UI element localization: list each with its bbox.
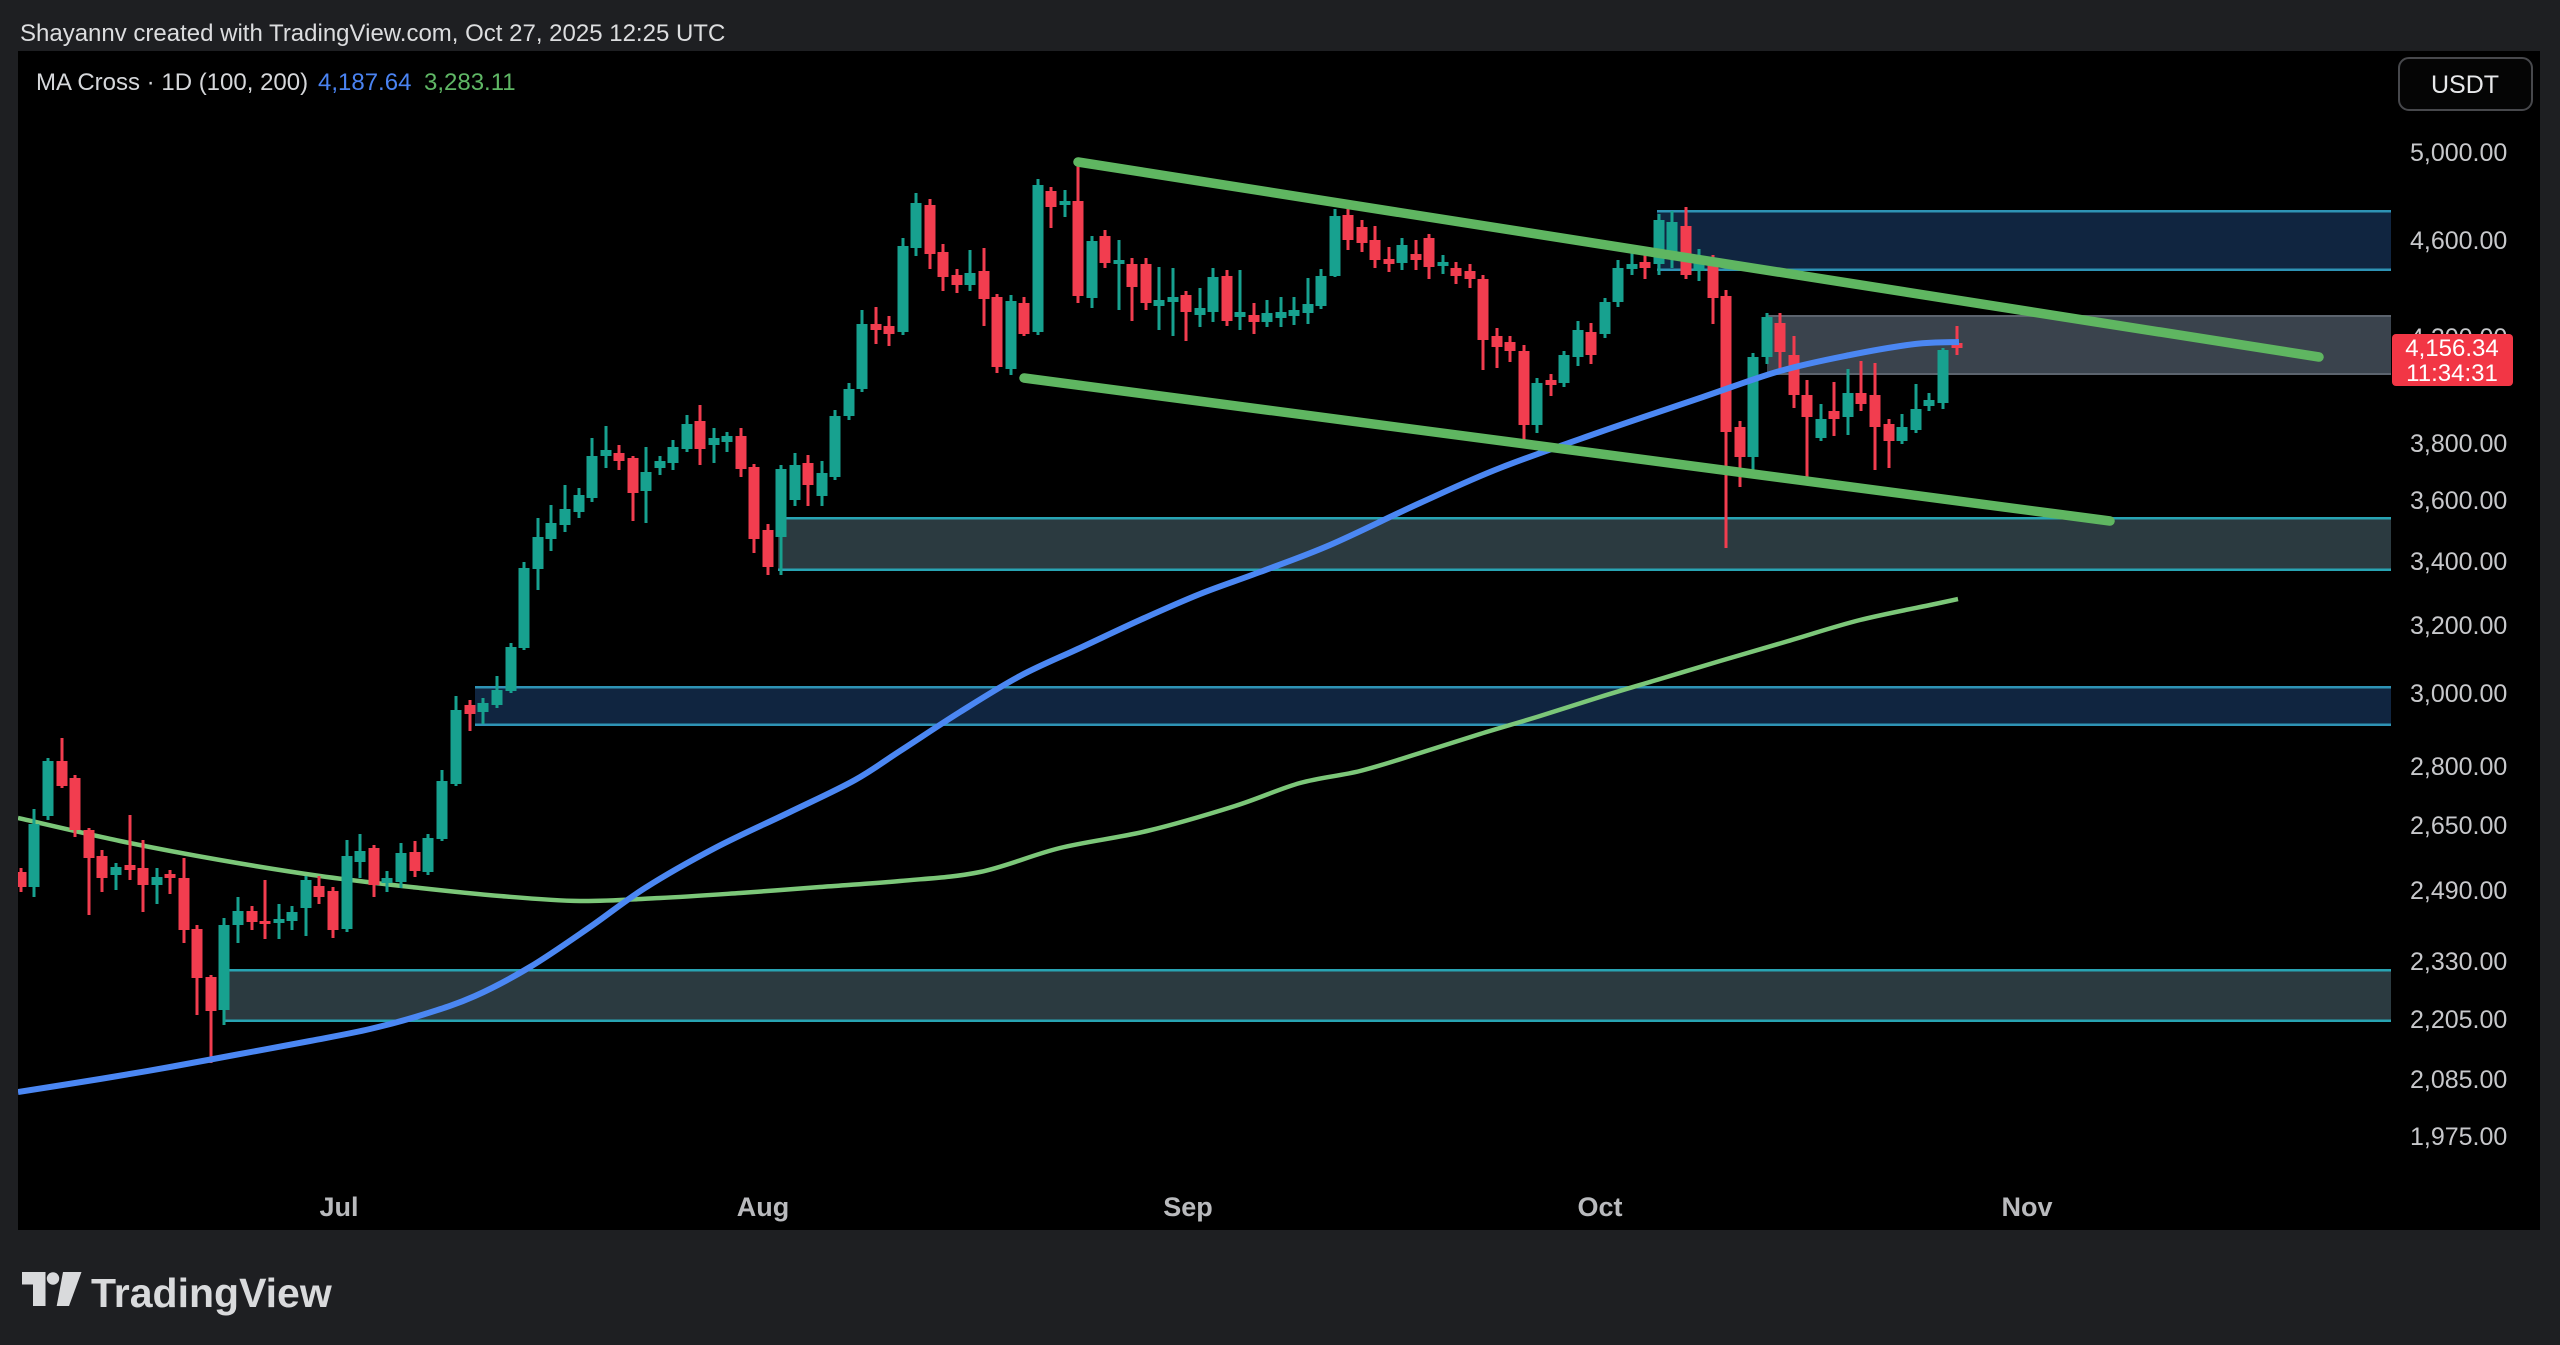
svg-text:11:34:31: 11:34:31 [2406,360,2498,387]
svg-text:2,650.00: 2,650.00 [2410,812,2507,840]
svg-text:1,975.00: 1,975.00 [2410,1123,2507,1151]
svg-text:Jul: Jul [319,1192,358,1222]
svg-text:Sep: Sep [1163,1192,1213,1222]
svg-text:3,200.00: 3,200.00 [2410,612,2507,640]
svg-text:Oct: Oct [1577,1192,1622,1222]
svg-text:2,800.00: 2,800.00 [2410,753,2507,781]
svg-text:2,085.00: 2,085.00 [2410,1066,2507,1094]
svg-text:2,330.00: 2,330.00 [2410,948,2507,976]
svg-text:3,000.00: 3,000.00 [2410,680,2507,708]
svg-text:TradingView: TradingView [91,1270,332,1316]
svg-text:3,283.11: 3,283.11 [424,69,516,96]
svg-text:USDT: USDT [2431,71,2499,99]
svg-text:MA Cross · 1D (100, 200): MA Cross · 1D (100, 200) [36,69,308,96]
svg-text:5,000.00: 5,000.00 [2410,139,2507,167]
svg-text:2,205.00: 2,205.00 [2410,1006,2507,1034]
svg-text:4,156.34: 4,156.34 [2405,335,2498,362]
svg-text:2,490.00: 2,490.00 [2410,877,2507,905]
svg-text:4,187.64: 4,187.64 [318,69,411,96]
svg-text:3,400.00: 3,400.00 [2410,548,2507,576]
svg-text:4,600.00: 4,600.00 [2410,227,2507,255]
svg-text:Nov: Nov [2001,1192,2052,1222]
svg-text:Aug: Aug [737,1192,789,1222]
svg-text:3,800.00: 3,800.00 [2410,430,2507,458]
svg-text:3,600.00: 3,600.00 [2410,487,2507,515]
svg-text:Shayannv created with TradingV: Shayannv created with TradingView.com, O… [20,20,725,47]
